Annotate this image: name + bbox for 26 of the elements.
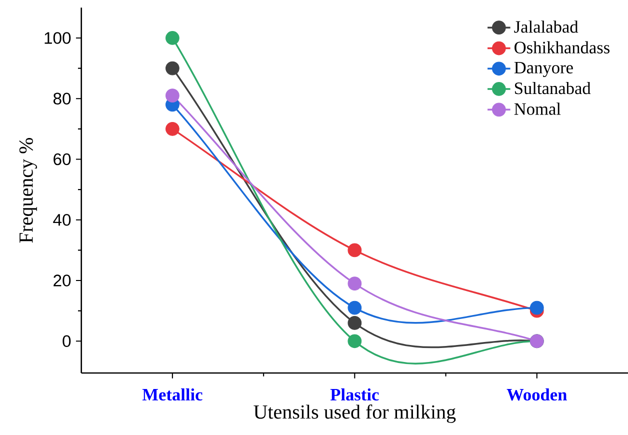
point [348,316,362,330]
x-axis-title: Utensils used for milking [254,404,456,423]
point [166,122,180,136]
y-axis-title: Frequency % [19,138,37,243]
y-tick-label: 80 [53,92,71,105]
legend-label: Nomal [514,102,561,115]
y-tick-label: 40 [53,214,71,226]
legend-label: Oshikhandass [514,41,610,54]
x-tick-label: Wooden [506,388,567,401]
y-tick-label: 60 [54,153,71,166]
x-tick-label: Plastic [330,388,379,401]
point [166,88,180,103]
point [166,61,180,76]
x-tick-label: Metallic [142,388,202,401]
point [530,300,544,315]
y-tick-label: 100 [44,32,71,44]
point [348,276,362,290]
y-tick-label: 20 [54,274,71,286]
point [166,31,180,45]
y-tick-label: 0 [62,335,71,348]
point [348,300,362,315]
legend-label: Jalalabad [514,20,578,33]
point [348,334,362,348]
legend-label: Sultanabad [514,82,591,94]
point [348,243,362,258]
legend-label: Danyore [514,62,573,78]
